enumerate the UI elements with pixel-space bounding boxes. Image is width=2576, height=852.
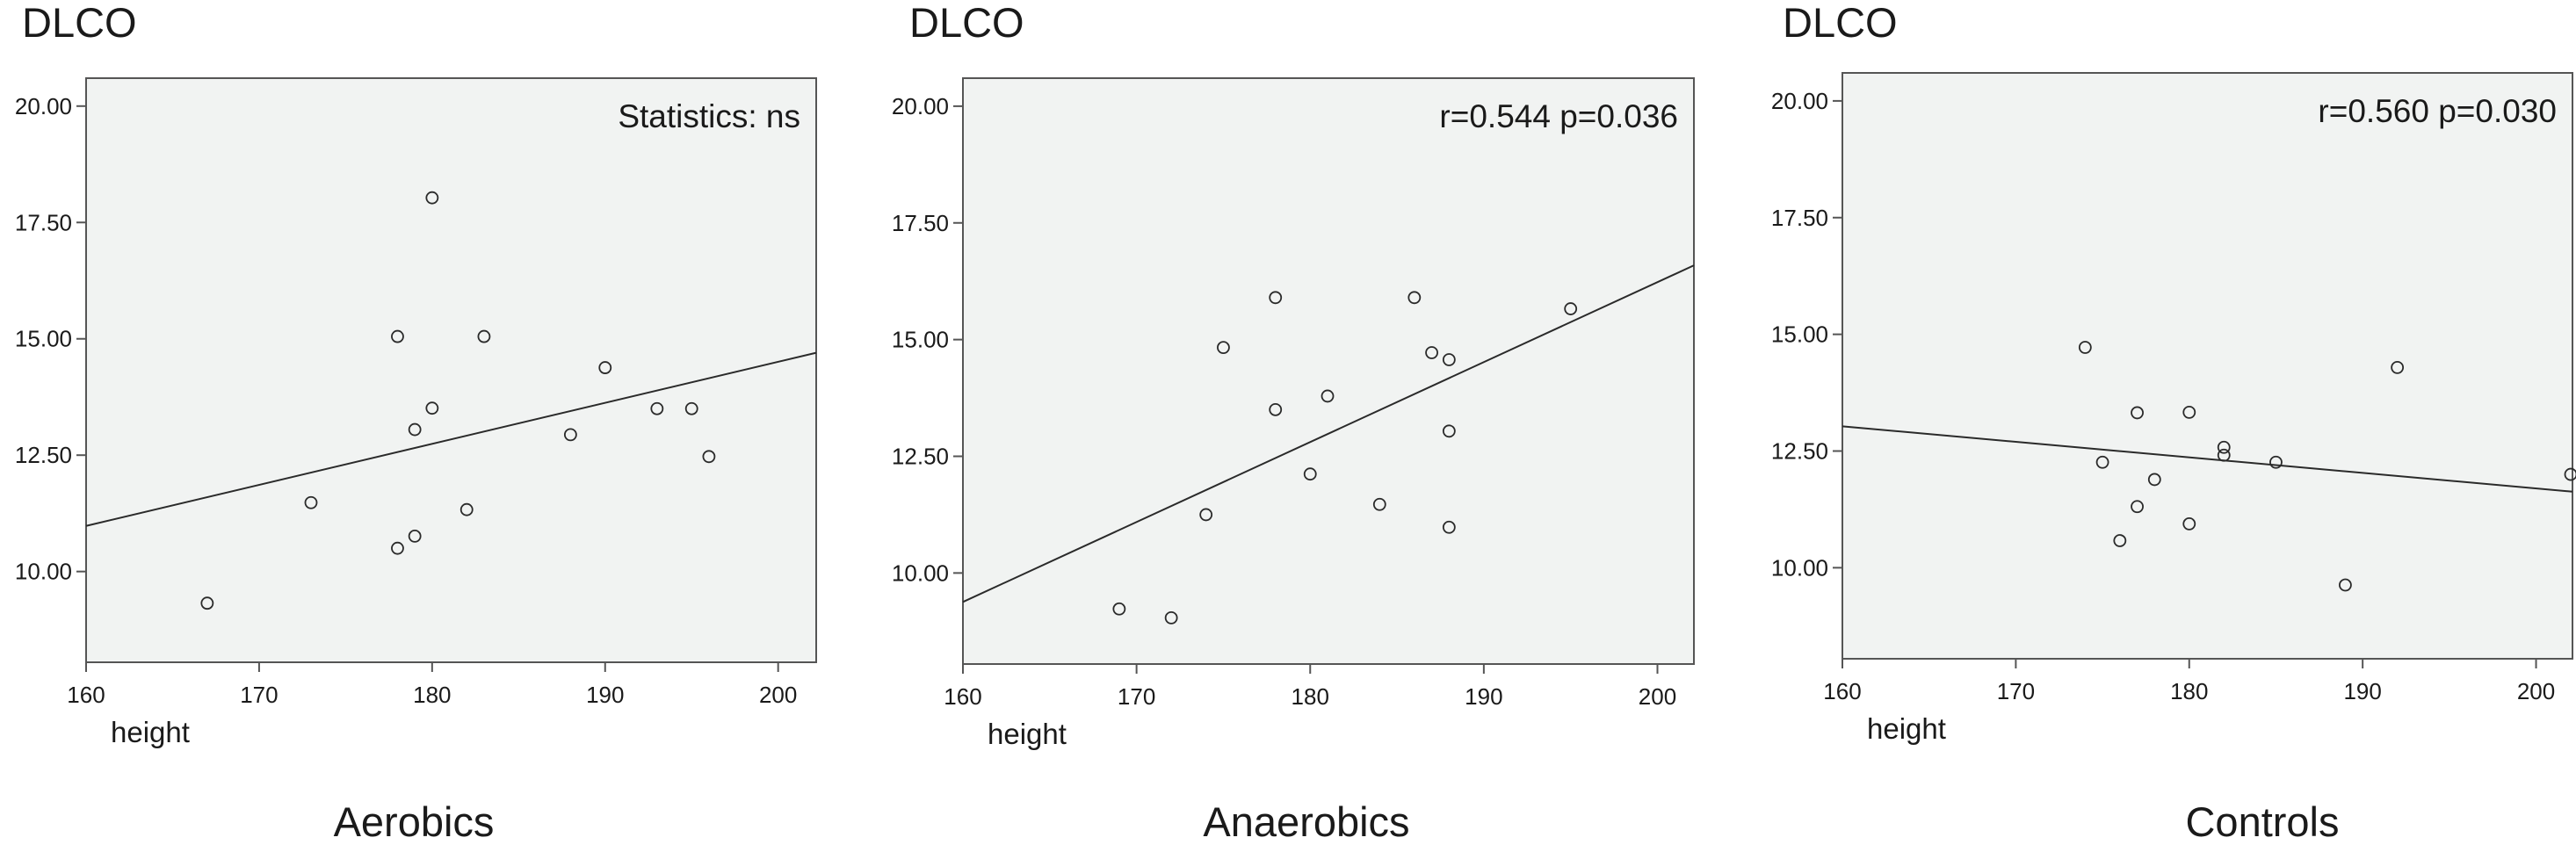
data-point	[2339, 578, 2352, 592]
x-tick-label: 180	[413, 682, 451, 708]
y-tick-label: 15.00	[15, 326, 72, 352]
data-point	[477, 329, 491, 343]
y-tick-label: 12.50	[1771, 437, 1828, 464]
data-point	[1199, 508, 1213, 522]
data-point	[1442, 353, 1456, 366]
group-label: Controls	[2185, 798, 2339, 845]
data-point	[2182, 517, 2196, 531]
data-point	[563, 428, 577, 442]
regression-line	[85, 351, 817, 527]
data-point	[1269, 291, 1283, 305]
y-tick-label: 20.00	[1771, 88, 1828, 114]
data-point	[1112, 602, 1126, 616]
x-axis-title: height	[1867, 712, 1946, 745]
data-point	[2131, 500, 2144, 514]
data-point	[1442, 424, 1456, 438]
data-point	[1442, 520, 1456, 534]
data-point	[1425, 346, 1438, 359]
plot-area	[962, 77, 1695, 665]
chart-panel-anaerobics: DLCO 10.00 12.50 15.00 17.50 20.00 160 170 180 19…	[892, 0, 1695, 845]
x-tick-label: 170	[1118, 683, 1155, 710]
data-point	[2147, 473, 2161, 487]
data-point	[200, 596, 214, 610]
y-tick-label: 10.00	[15, 559, 72, 585]
x-tick-label: 190	[2343, 678, 2381, 704]
x-tick-label: 180	[1292, 683, 1329, 710]
data-point	[650, 401, 664, 415]
x-axis-title: height	[988, 718, 1067, 750]
x-tick-label: 170	[1997, 678, 2035, 704]
y-tick-label: 12.50	[15, 442, 72, 468]
y-axis-title: DLCO	[1783, 0, 1898, 46]
chart-panel-controls: DLCO 10.00 12.50 15.00 17.50 20.00 160 170 180 19…	[1771, 0, 2576, 845]
chart-panel-aerobics: DLCO 10.00 12.50 15.00 17.50 20.00 160 170 180 19…	[15, 0, 817, 845]
data-point	[408, 422, 422, 437]
y-tick-label: 17.50	[15, 209, 72, 235]
data-point	[2217, 448, 2231, 462]
data-point	[408, 530, 422, 543]
x-tick-label: 160	[944, 683, 981, 710]
x-tick-label: 180	[2170, 678, 2208, 704]
group-label: Anaerobics	[1203, 798, 1409, 845]
data-point	[2078, 341, 2092, 354]
data-point	[304, 495, 318, 509]
data-point	[425, 401, 439, 415]
y-tick-label: 20.00	[892, 93, 949, 119]
data-point	[1303, 467, 1317, 481]
data-point	[684, 401, 698, 415]
stats-annotation: r=0.544 p=0.036	[1439, 98, 1678, 134]
y-tick-label: 15.00	[1771, 321, 1828, 348]
data-point	[459, 502, 474, 516]
data-point	[2269, 455, 2283, 469]
data-point	[2391, 360, 2405, 374]
y-tick-label: 10.00	[892, 560, 949, 586]
x-tick-label: 200	[2517, 678, 2555, 704]
data-point	[1407, 291, 1422, 305]
x-tick-label: 170	[240, 682, 278, 708]
data-point	[2217, 440, 2231, 454]
data-point	[1217, 341, 1230, 355]
regression-line	[962, 264, 1695, 603]
y-tick-label: 15.00	[892, 327, 949, 353]
data-point	[2095, 455, 2109, 469]
data-point	[1321, 389, 1335, 403]
data-point	[598, 361, 612, 374]
data-point	[2564, 467, 2576, 481]
data-point	[2131, 406, 2144, 420]
data-point	[391, 329, 404, 343]
plot-area	[1842, 72, 2573, 660]
data-point	[2182, 405, 2196, 419]
y-axis-title: DLCO	[909, 0, 1024, 46]
stats-annotation: Statistics: ns	[618, 98, 800, 134]
x-tick-label: 190	[586, 682, 624, 708]
x-tick-label: 160	[67, 682, 105, 708]
data-point	[1164, 610, 1178, 625]
regression-line	[1842, 425, 2573, 493]
plot-area	[85, 77, 817, 663]
group-label: Aerobics	[334, 798, 495, 845]
y-tick-label: 17.50	[1771, 205, 1828, 231]
data-point	[702, 450, 716, 464]
y-tick-label: 20.00	[15, 93, 72, 119]
data-point	[1564, 302, 1578, 315]
stats-annotation: r=0.560 p=0.030	[2318, 93, 2557, 129]
data-point	[2113, 534, 2127, 547]
data-point	[1372, 497, 1386, 511]
y-axis-title: DLCO	[22, 0, 137, 46]
x-tick-label: 200	[1639, 683, 1676, 710]
y-tick-label: 17.50	[892, 210, 949, 236]
y-tick-label: 10.00	[1771, 554, 1828, 581]
data-point	[1269, 402, 1283, 416]
x-tick-label: 200	[759, 682, 797, 708]
data-point	[391, 541, 404, 555]
y-tick-label: 12.50	[892, 443, 949, 469]
x-tick-label: 190	[1465, 683, 1502, 710]
x-axis-title: height	[111, 716, 190, 748]
x-tick-label: 160	[1823, 678, 1861, 704]
data-point	[425, 191, 439, 205]
